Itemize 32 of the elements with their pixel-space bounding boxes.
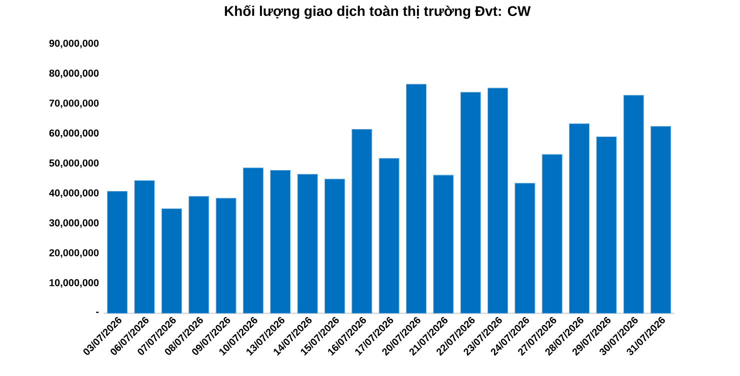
bar [216, 198, 236, 314]
bar [242, 168, 264, 314]
bar [433, 174, 454, 314]
y-tick-label: 80,000,000 [49, 70, 99, 78]
bar [406, 84, 427, 314]
bar [161, 208, 182, 314]
bar [270, 170, 291, 314]
y-tick-label: 30,000,000 [49, 219, 99, 228]
bar [134, 180, 155, 314]
y-tick-label: 20,000,000 [49, 249, 99, 258]
bar [650, 126, 672, 314]
bar [324, 178, 346, 314]
y-tick-label: 50,000,000 [49, 159, 99, 168]
y-tick-label: 90,000,000 [49, 40, 99, 48]
bar [569, 123, 590, 314]
y-tick-label: 10,000,000 [50, 279, 99, 288]
chart-title: Khối lượng giao dịch toàn thị trường Đvt: CW [224, 5, 531, 19]
bar [623, 94, 644, 314]
bar [596, 136, 617, 314]
bar [542, 154, 562, 314]
y-tick-label: - [96, 312, 99, 313]
bar [352, 129, 372, 314]
bar [107, 190, 128, 314]
y-tick-label: 40,000,000 [49, 189, 99, 198]
bar [188, 196, 210, 314]
bar [488, 88, 508, 314]
y-tick-label: 60,000,000 [49, 130, 99, 138]
bar [460, 92, 481, 314]
bar [514, 182, 536, 314]
bar [297, 174, 318, 314]
y-tick-label: 70,000,000 [49, 100, 99, 108]
bar [378, 158, 400, 314]
